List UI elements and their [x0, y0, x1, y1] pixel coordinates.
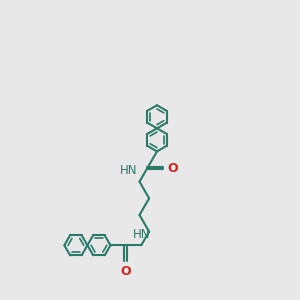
Text: O: O [167, 162, 178, 175]
Text: HN: HN [120, 164, 137, 178]
Text: HN: HN [133, 228, 151, 241]
Text: O: O [120, 265, 131, 278]
